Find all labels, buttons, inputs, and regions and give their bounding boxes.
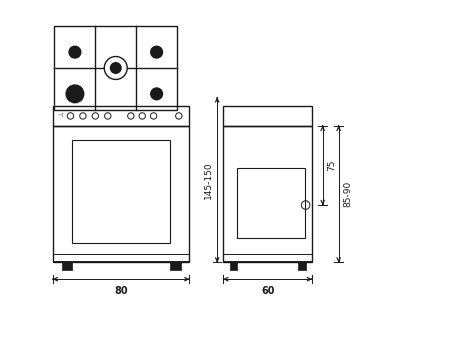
Text: ⊣: ⊣ xyxy=(58,113,62,118)
Circle shape xyxy=(66,85,84,103)
Text: 75: 75 xyxy=(327,160,336,171)
Bar xyxy=(223,253,312,261)
Text: 80: 80 xyxy=(114,286,128,296)
Bar xyxy=(53,106,189,126)
Bar xyxy=(62,262,72,270)
Circle shape xyxy=(69,46,81,58)
Bar xyxy=(238,168,305,238)
Bar xyxy=(230,262,238,270)
Bar xyxy=(53,126,189,262)
Bar xyxy=(223,106,312,126)
Circle shape xyxy=(104,57,127,79)
Bar xyxy=(53,253,189,261)
Bar xyxy=(72,140,170,243)
Text: 60: 60 xyxy=(261,286,274,296)
Circle shape xyxy=(151,88,162,100)
Bar xyxy=(54,26,177,110)
Circle shape xyxy=(151,46,162,58)
Bar xyxy=(170,262,180,270)
Text: 85-90: 85-90 xyxy=(343,181,352,207)
Bar xyxy=(223,126,312,262)
Bar xyxy=(298,262,306,270)
Circle shape xyxy=(110,63,121,73)
Text: 145-150: 145-150 xyxy=(204,161,213,199)
